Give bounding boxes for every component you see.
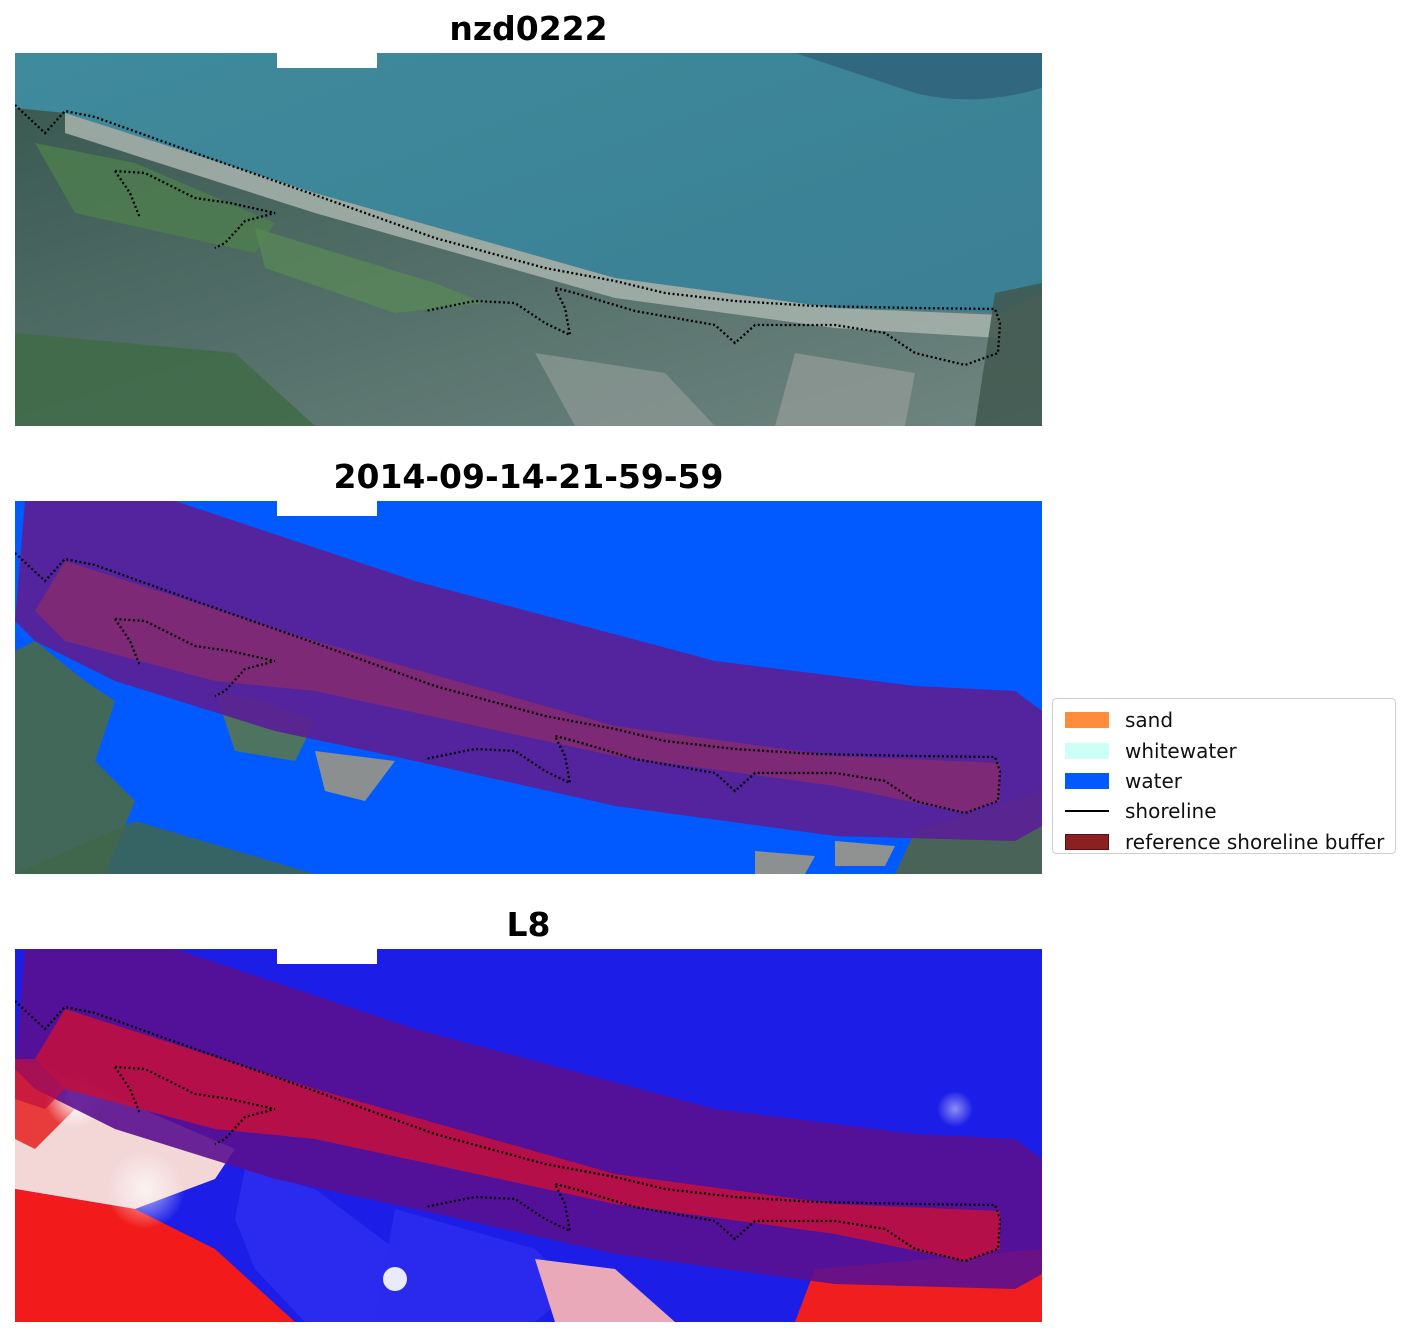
sand-swatch xyxy=(1065,712,1109,729)
legend-item-sand: sand xyxy=(1059,705,1389,735)
water-swatch xyxy=(1065,772,1109,789)
shoreline-swatch xyxy=(1065,810,1109,813)
whitewater-swatch xyxy=(1065,742,1109,759)
panel-title-rgb: nzd0222 xyxy=(449,9,608,48)
panel-title-date: 2014-09-14-21-59-59 xyxy=(333,457,724,496)
legend-item-water: water xyxy=(1059,766,1389,796)
panel-title-satellite: L8 xyxy=(506,905,551,944)
legend-label: water xyxy=(1125,768,1182,793)
legend-item-buffer: reference shoreline buffer xyxy=(1059,827,1389,857)
rgb-satellite-image xyxy=(15,53,1042,426)
legend: sand whitewater water shoreline referenc… xyxy=(1052,698,1396,854)
classification-image xyxy=(15,501,1042,874)
legend-item-whitewater: whitewater xyxy=(1059,735,1389,765)
legend-item-shoreline: shoreline xyxy=(1059,796,1389,826)
legend-label: sand xyxy=(1125,708,1174,733)
legend-label: reference shoreline buffer xyxy=(1125,829,1385,854)
legend-label: whitewater xyxy=(1125,738,1237,763)
buffer-swatch xyxy=(1065,833,1109,850)
legend-label: shoreline xyxy=(1125,799,1217,824)
index-image xyxy=(15,949,1042,1322)
